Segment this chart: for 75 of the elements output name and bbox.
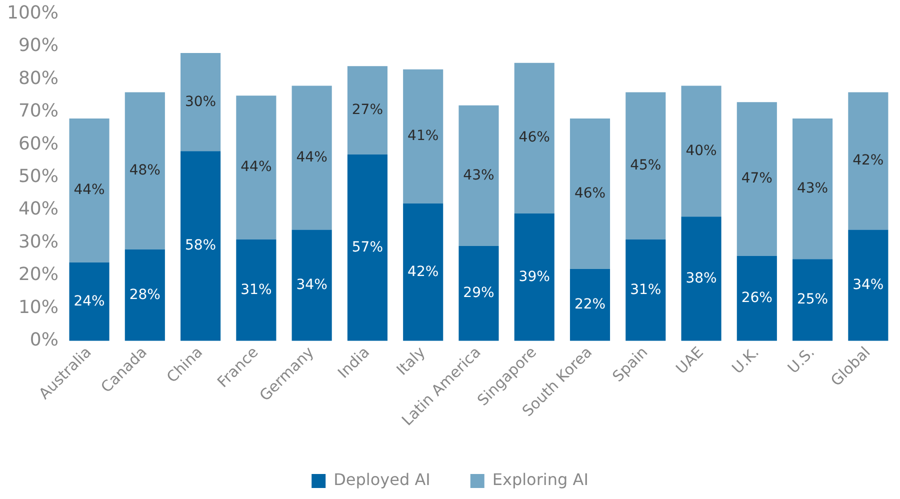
bar xyxy=(69,262,110,341)
y-tick-label: 60% xyxy=(18,133,58,154)
data-label: 42% xyxy=(852,152,884,169)
data-label: 42% xyxy=(408,264,439,280)
bar xyxy=(792,118,833,260)
bar xyxy=(124,249,165,341)
bar xyxy=(514,62,554,214)
bar xyxy=(124,92,165,250)
bar xyxy=(681,216,722,341)
data-label: 46% xyxy=(574,185,606,202)
data-label: 31% xyxy=(240,282,272,298)
bar xyxy=(236,96,276,240)
bar xyxy=(848,92,888,230)
y-tick-label: 0% xyxy=(30,330,58,351)
data-label: 26% xyxy=(741,290,772,306)
bar xyxy=(848,230,888,341)
bar xyxy=(458,105,499,246)
bar xyxy=(626,92,666,240)
data-label: 28% xyxy=(129,286,160,303)
data-label: 39% xyxy=(518,268,550,285)
y-tick-label: 30% xyxy=(18,231,58,252)
data-label: 58% xyxy=(184,238,216,254)
data-label: 30% xyxy=(184,94,216,110)
data-label: 22% xyxy=(574,296,606,313)
y-tick-label: 80% xyxy=(18,68,58,89)
bar xyxy=(292,230,332,341)
data-label: 27% xyxy=(352,102,384,118)
data-label: 47% xyxy=(741,170,772,187)
bar xyxy=(458,246,499,341)
data-label: 41% xyxy=(408,128,439,144)
data-label: 31% xyxy=(630,282,662,298)
bar xyxy=(570,118,610,269)
y-tick-label: 90% xyxy=(18,35,58,56)
bar xyxy=(403,204,444,341)
legend-label: Exploring AI xyxy=(492,470,588,490)
bar xyxy=(180,151,221,341)
data-label: 29% xyxy=(463,285,494,302)
bar xyxy=(236,240,276,341)
bar xyxy=(347,66,388,154)
data-label: 57% xyxy=(352,239,384,256)
bar xyxy=(570,268,610,341)
legend-label: Deployed AI xyxy=(334,470,430,490)
data-label: 44% xyxy=(296,149,328,166)
bar xyxy=(514,213,554,341)
y-tick-label: 70% xyxy=(18,100,58,122)
data-label: 34% xyxy=(852,276,884,293)
x-tick-label: U.S. xyxy=(784,343,818,378)
data-label: 40% xyxy=(686,142,717,159)
data-label: 43% xyxy=(463,167,494,184)
bar xyxy=(736,102,777,256)
bar xyxy=(792,259,833,341)
y-tick-label: 100% xyxy=(6,2,58,24)
data-label: 48% xyxy=(129,162,160,178)
bar xyxy=(736,256,777,341)
data-label: 46% xyxy=(518,130,550,146)
data-label: 44% xyxy=(74,182,105,198)
x-tick-label: U.K. xyxy=(728,343,762,378)
data-label: 43% xyxy=(796,180,828,196)
data-label: 45% xyxy=(630,158,662,174)
bar xyxy=(292,86,332,230)
y-tick-label: 10% xyxy=(18,296,58,318)
y-tick-label: 40% xyxy=(18,198,58,220)
data-label: 24% xyxy=(74,293,105,310)
bar xyxy=(626,240,666,341)
data-label: 44% xyxy=(240,159,272,176)
y-tick-label: 50% xyxy=(18,166,58,188)
bar xyxy=(347,154,388,341)
data-label: 38% xyxy=(686,270,717,286)
bar xyxy=(681,86,722,217)
bar xyxy=(403,69,444,204)
data-label: 25% xyxy=(796,292,828,308)
bar xyxy=(69,118,110,262)
y-tick-label: 20% xyxy=(18,264,58,286)
bar xyxy=(180,53,221,152)
data-label: 34% xyxy=(296,276,328,293)
